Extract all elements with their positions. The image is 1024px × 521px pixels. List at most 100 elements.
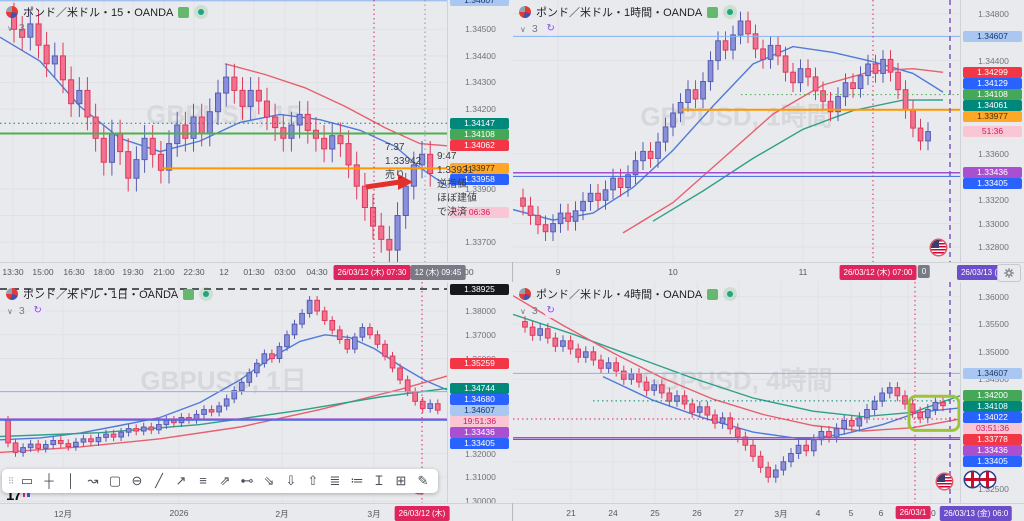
horizontal-line-tool[interactable]: ⊖	[131, 473, 143, 488]
price-scale-4h[interactable]: 1.360001.355001.350001.345001.330001.325…	[960, 282, 1024, 503]
price-scale-15m[interactable]: 1.345001.344001.343001.342001.339001.338…	[447, 0, 513, 262]
price-scale-1h[interactable]: 1.34800 1.34400 1.33600 1.33200 1.33000 1.328…	[960, 0, 1024, 262]
chart-header[interactable]: ポンド／米ドル・1日・OANDA	[6, 286, 214, 302]
chart-area-15m[interactable]: GBPUSD, 15 ポンド／米ドル・15・OANDA ∨ 3	[0, 0, 447, 262]
price-label[interactable]: 1.33405	[450, 437, 509, 449]
price-label[interactable]: 1.33977	[963, 111, 1022, 123]
price-label[interactable]: 1.33436	[450, 426, 509, 438]
time-axis-15m[interactable]: 13:30 15:00 16:30 18:00 19:30 21:00 22:30 12 01:…	[0, 262, 512, 282]
time-axis-4h[interactable]: 21242526273月45671026/03/126/03/13 (金) 06…	[513, 503, 1024, 521]
cross-tool[interactable]: ┼	[44, 473, 54, 488]
parallel-channel-tool[interactable]: ≡	[199, 473, 207, 488]
candlestick-chart-1d[interactable]	[0, 282, 447, 503]
candlestick-chart-15m[interactable]	[0, 0, 447, 262]
time-axis-1h[interactable]: 9 10 11 26/03/12 (木) 07:00 0 26/03/13 (金	[513, 262, 1024, 282]
flag-icon[interactable]	[183, 288, 195, 300]
flag-icon[interactable]	[707, 6, 719, 18]
text-tool[interactable]: Ｉ	[372, 473, 386, 488]
price-label[interactable]: 1.34607	[963, 367, 1022, 379]
arrow-tool[interactable]: ↗	[175, 473, 187, 488]
chart-panel-15m[interactable]: GBPUSD, 15 ポンド／米ドル・15・OANDA ∨ 3 1.34500 1…	[0, 0, 513, 282]
price-label[interactable]: 1.34061	[963, 100, 1022, 112]
indicator-toggle[interactable]: ∨ 3 ↻	[520, 304, 558, 318]
price-tick: 1.33700	[465, 237, 496, 248]
anchored-grid-tool[interactable]: ⊞	[395, 473, 407, 488]
sync-icon[interactable]: ↻	[543, 304, 558, 318]
gb-flag-icon[interactable]	[980, 472, 995, 487]
price-label[interactable]: 1.34147	[450, 117, 509, 129]
price-label[interactable]: 1.34607	[450, 404, 509, 416]
callout-tool[interactable]: ▭	[20, 473, 34, 488]
vertical-line-tool[interactable]: │	[66, 473, 76, 488]
price-label[interactable]: 06:36	[450, 207, 509, 219]
candlestick-chart-4h[interactable]	[513, 282, 960, 503]
chart-area-1h[interactable]: GBPUSD, 1時間 ポンド／米ドル・1時間・OANDA ∨ 3 ↻	[513, 0, 960, 262]
flag-icon[interactable]	[178, 6, 190, 18]
price-label[interactable]: 1.34108	[963, 89, 1022, 101]
price-label[interactable]: 1.33436	[963, 167, 1022, 179]
price-label[interactable]: 1.34607	[963, 30, 1022, 42]
chart-panel-4h[interactable]: GBPUSD, 4時間 ポンド／米ドル・4時間・OANDA ∨ 3 ↻ 1.36…	[512, 281, 1024, 521]
arrow-up-tool[interactable]: ⇧	[307, 473, 319, 488]
price-label[interactable]: 1.33436	[963, 445, 1022, 457]
symbol-title[interactable]: ポンド／米ドル・1時間・OANDA	[536, 7, 703, 19]
indicator-toggle[interactable]: ∨ 3 ↻	[520, 22, 558, 36]
rectangle-tool[interactable]: ▢	[108, 473, 122, 488]
chart-panel-1h[interactable]: GBPUSD, 1時間 ポンド／米ドル・1時間・OANDA ∨ 3 ↻ 1.34…	[512, 0, 1024, 282]
us-flag-icon[interactable]	[931, 240, 946, 255]
price-tick: 1.32000	[465, 448, 496, 459]
price-label[interactable]: 03:51:36	[963, 423, 1022, 435]
price-label[interactable]: 1.33405	[963, 456, 1022, 468]
drawing-toolbar[interactable]: ⠿ ▭ ┼ │ ↝ ▢ ⊖ ╱ ↗ ≡ ⇗ ⊷ ⇘ ⇩ ⇧ ≣ ≔ Ｉ ⊞ ✎	[2, 469, 438, 493]
price-label[interactable]: 1.33778	[963, 434, 1022, 446]
symbol-title[interactable]: ポンド／米ドル・4時間・OANDA	[536, 289, 703, 301]
us-flag-icon[interactable]	[937, 474, 952, 489]
brush-tool[interactable]: ✎	[417, 473, 429, 488]
symbol-title[interactable]: ポンド／米ドル・1日・OANDA	[23, 289, 179, 301]
price-scale-1d[interactable]: 1.380001.370001.360001.320001.310001.300…	[447, 282, 513, 506]
price-label[interactable]: 1.34607	[450, 0, 509, 7]
drag-handle[interactable]: ⠿	[7, 476, 15, 486]
candles	[5, 296, 441, 457]
sync-icon[interactable]: ↻	[543, 22, 558, 36]
price-label[interactable]: 1.34062	[450, 140, 509, 152]
arrow-marker-tool[interactable]: ⇗	[219, 473, 231, 488]
indicator-toggle[interactable]: ∨ 3 ↻	[7, 304, 45, 318]
arrow-down-tool[interactable]: ⇩	[285, 473, 297, 488]
extended-line-tool[interactable]: ⇘	[263, 473, 275, 488]
price-label[interactable]: 51:36	[963, 126, 1022, 138]
sync-icon[interactable]: ↻	[30, 304, 45, 318]
candlestick-chart-1h[interactable]	[513, 0, 960, 262]
polyline-tool[interactable]: ↝	[87, 473, 99, 488]
chart-area-1d[interactable]: GBPUSD, 1日 ポンド／米ドル・1日・OANDA ∨ 3 ↻	[0, 282, 447, 503]
flag-icon[interactable]	[707, 288, 719, 300]
price-label[interactable]: 1.33977	[450, 162, 509, 174]
trendline-tool[interactable]: ╱	[155, 473, 163, 488]
symbol-title[interactable]: ポンド／米ドル・15・OANDA	[23, 7, 174, 19]
price-label[interactable]: 19:51:36	[450, 415, 509, 427]
price-tick: 1.34400	[978, 55, 1009, 66]
price-label[interactable]: 1.34108	[450, 128, 509, 140]
price-label[interactable]: 1.34022	[963, 412, 1022, 424]
fib-retracement-tool[interactable]: ≣	[329, 473, 341, 488]
chart-header[interactable]: ポンド／米ドル・15・OANDA	[6, 4, 209, 20]
chart-header[interactable]: ポンド／米ドル・4時間・OANDA	[519, 286, 738, 302]
price-label[interactable]: 1.34299	[963, 66, 1022, 78]
price-label[interactable]: 1.34200	[963, 390, 1022, 402]
horizontal-ray-tool[interactable]: ⊷	[240, 473, 254, 488]
price-label[interactable]: 1.34129	[963, 78, 1022, 90]
price-label[interactable]: 1.35259	[450, 358, 509, 370]
gb-flag-icon[interactable]	[965, 472, 980, 487]
price-label[interactable]: 1.38925	[450, 283, 509, 295]
price-label[interactable]: 1.33405	[963, 178, 1022, 190]
time-axis-1d[interactable]: 12月 2026 2月 3月 26/03/12 (木)	[0, 503, 512, 521]
price-label[interactable]: 1.34744	[450, 382, 509, 394]
price-label[interactable]: 1.34680	[450, 393, 509, 405]
axis-settings-button[interactable]	[997, 264, 1021, 282]
chart-area-4h[interactable]: GBPUSD, 4時間 ポンド／米ドル・4時間・OANDA ∨ 3 ↻	[513, 282, 960, 503]
price-label[interactable]: 1.34108	[963, 401, 1022, 413]
price-label[interactable]: 1.33958	[450, 173, 509, 185]
indicator-toggle[interactable]: ∨ 3	[7, 22, 25, 34]
chart-header[interactable]: ポンド／米ドル・1時間・OANDA	[519, 4, 738, 20]
fib-channel-tool[interactable]: ≔	[350, 473, 364, 488]
